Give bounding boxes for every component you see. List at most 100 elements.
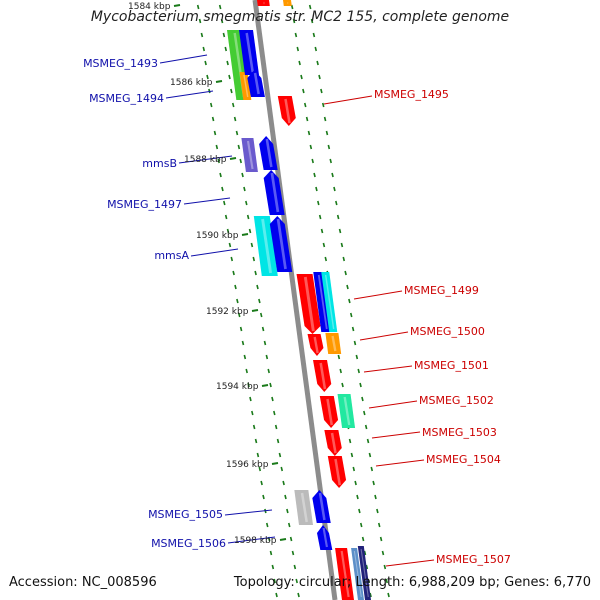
accession-text: Accession: NC_008596 [9,575,157,590]
tick-mark [310,18,314,24]
tick-mark [363,410,366,416]
gene-msmeg-1500-a [307,334,324,356]
genome-title: Mycobacterium smegmatis str. MC2 155, co… [90,9,510,25]
gene-msmeg-1500 [325,333,342,354]
gene-msmeg-1494 [247,70,265,97]
tick-mark [226,228,230,234]
kbp-label: 1588 kbp [184,155,227,165]
tick-mark [204,60,207,66]
tick-mark [312,32,316,38]
tick-mark [211,116,215,122]
kbp-label: 1598 kbp [234,536,277,546]
tick-mark [370,466,374,472]
tick-mark [294,32,298,38]
tick-mark [202,46,206,52]
tick-mark [256,284,259,290]
tick-mark [249,396,252,402]
tick-mark [361,536,365,542]
tick-mark [232,270,235,276]
tick-mark [309,144,313,150]
tick-mark [254,438,258,444]
tick-mark [278,452,282,458]
tick-mark [357,368,360,374]
label-leader-line [159,54,208,64]
gene-msmeg-1505-a [294,490,313,525]
tick-mark [206,74,209,80]
tick-mark [336,214,340,220]
tick-mark [381,550,385,556]
gene-msmeg-1499-b [313,272,332,332]
tick-mark [318,74,321,80]
tick-mark [231,102,235,108]
tick-mark [196,4,200,10]
tick-mark [296,46,300,52]
kbp-labels: 1584 kbp 1586 kbp 1588 kbp 1590 kbp 1592 kbp… [128,2,287,546]
tick-mark [365,564,369,570]
tick-mark [239,158,242,164]
tick-mark [259,312,263,318]
label-leader-line [371,431,421,439]
gene-label: MSMEG_1501 [414,359,489,372]
tick-mark [300,74,303,80]
tick-mark [224,46,228,52]
kbp-tick [241,233,249,236]
tick-mark [313,172,316,178]
gene-msmeg-1502-a [319,396,339,428]
gene-features [227,0,371,600]
tick-mark [316,60,319,66]
kbp-label: 1590 kbp [196,231,239,241]
tick-mark [247,382,250,388]
tick-mark [333,186,336,192]
tick-mark [271,564,275,570]
tick-mark [218,4,222,10]
tick-mark [358,508,361,514]
tick-mark [263,340,267,346]
gene-msmeg-1493-b [239,30,259,75]
tick-mark [355,354,359,360]
tick-mark [338,228,342,234]
kbp-label: 1594 kbp [216,382,259,392]
tick-mark [289,536,293,542]
tick-mark [324,256,328,262]
label-leader-line [165,90,214,99]
label-leader-line [368,400,418,409]
tick-mark [233,116,237,122]
label-leader-line [224,509,273,516]
tick-mark [322,242,326,248]
label-leader-line [178,155,233,164]
tick-mark [368,452,372,458]
tick-mark [295,578,298,584]
kbp-tick [279,538,287,541]
gene-msmeg-1507-c [357,546,371,600]
tick-mark [292,18,296,24]
tick-mark [303,102,307,108]
tick-mark [325,130,329,136]
tick-mark [308,4,312,10]
kbp-tick [173,4,181,7]
tick-mark [331,172,334,178]
tick-mark [237,312,241,318]
tick-mark [275,592,278,598]
gene-msmeg-1503 [324,430,342,456]
gene-msmeg-1492 [257,0,270,6]
gene-label: MSMEG_1503 [422,426,497,439]
tick-mark [213,130,217,136]
tick-mark [280,466,284,472]
tick-mark [335,200,338,206]
tick-mark [346,284,349,290]
tick-mark [230,256,234,262]
label-leader-line [353,290,403,300]
tick-mark [383,564,387,570]
gene-label: MSMEG_1494 [89,92,164,105]
label-leader-line [375,459,425,467]
tick-mark [374,494,377,500]
tick-mark [314,46,318,52]
tick-mark [320,88,323,94]
tick-mark [258,298,261,304]
tick-mark [228,242,232,248]
gene-msmeg-1501 [313,360,332,392]
gene-label: MSMEG_1493 [83,57,158,70]
gene-label: mmsA [154,249,189,262]
label-leader-line [183,197,231,205]
gene-msmeg-1499 [296,274,321,334]
